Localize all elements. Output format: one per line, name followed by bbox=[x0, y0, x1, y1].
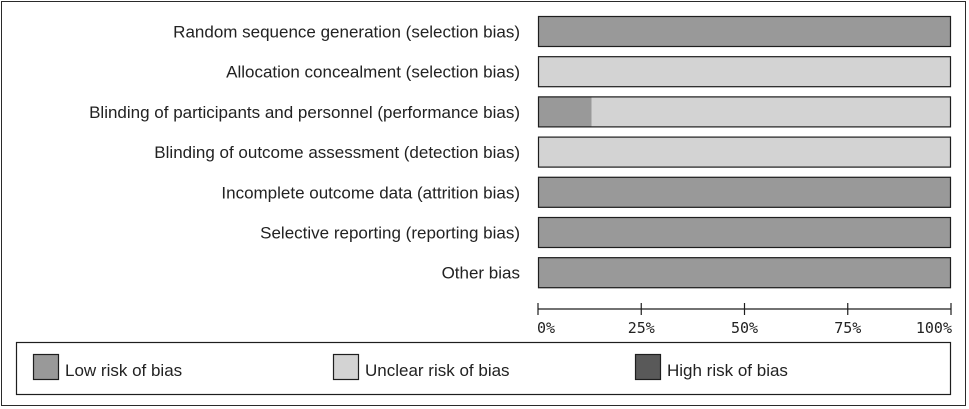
legend-swatch-unclear-risk-of-bias bbox=[332, 353, 360, 381]
bar-low-risk-of-bias-3 bbox=[538, 96, 592, 128]
bar-low-risk-of-bias-7 bbox=[538, 257, 951, 289]
x-axis: 0% 25% 50% 75% 100% bbox=[537, 303, 952, 337]
bar-outline-6 bbox=[537, 216, 952, 249]
bar-unclear-risk-of-bias-4 bbox=[538, 136, 951, 168]
x-tick-label: 25% bbox=[628, 319, 655, 337]
bar-outline-3 bbox=[537, 96, 952, 128]
x-tick-label: 0% bbox=[537, 319, 555, 337]
category-label-other-bias: Other bias bbox=[442, 264, 520, 283]
category-label-incomplete-outcome-data-attrition-bias: Incomplete outcome data (attrition bias) bbox=[221, 183, 520, 202]
bars bbox=[537, 15, 952, 289]
category-label-allocation-concealment-selection-bias: Allocation concealment (selection bias) bbox=[226, 63, 520, 82]
x-tick-label: 100% bbox=[916, 319, 952, 337]
bar-outline-5 bbox=[537, 176, 952, 208]
legend-swatch-low-risk-of-bias bbox=[32, 353, 60, 381]
legend-label-high-risk-of-bias: High risk of bias bbox=[667, 361, 788, 380]
bar-outline-7 bbox=[537, 257, 952, 289]
legend-label-low-risk-of-bias: Low risk of bias bbox=[65, 361, 182, 380]
bar-unclear-risk-of-bias-2 bbox=[538, 56, 951, 88]
legend-swatch-high-risk-of-bias bbox=[634, 353, 662, 381]
x-tick-label: 75% bbox=[834, 319, 861, 337]
bar-outline-2 bbox=[537, 56, 952, 88]
bar-outline-4 bbox=[537, 136, 952, 168]
bar-low-risk-of-bias-5 bbox=[538, 176, 951, 208]
category-label-selective-reporting-reporting-bias: Selective reporting (reporting bias) bbox=[260, 224, 520, 243]
bar-low-risk-of-bias-1 bbox=[538, 16, 951, 47]
bar-outline-1 bbox=[537, 15, 952, 48]
category-labels: Random sequence generation (selection bi… bbox=[89, 23, 520, 283]
bar-low-risk-of-bias-6 bbox=[538, 217, 951, 248]
category-label-random-sequence-generation-selection-bias: Random sequence generation (selection bi… bbox=[173, 23, 520, 42]
legend-label-unclear-risk-of-bias: Unclear risk of bias bbox=[365, 361, 510, 380]
legend: Low risk of bias Unclear risk of bias High… bbox=[15, 341, 952, 396]
x-tick-label: 50% bbox=[731, 319, 758, 337]
category-label-blinding-of-participants-and-personnel-performance-bias: Blinding of participants and personnel (… bbox=[89, 103, 520, 122]
legend-box bbox=[15, 341, 952, 396]
bar-unclear-risk-of-bias-3 bbox=[591, 96, 951, 128]
category-label-blinding-of-outcome-assessment-detection-bias: Blinding of outcome assessment (detectio… bbox=[154, 143, 520, 162]
